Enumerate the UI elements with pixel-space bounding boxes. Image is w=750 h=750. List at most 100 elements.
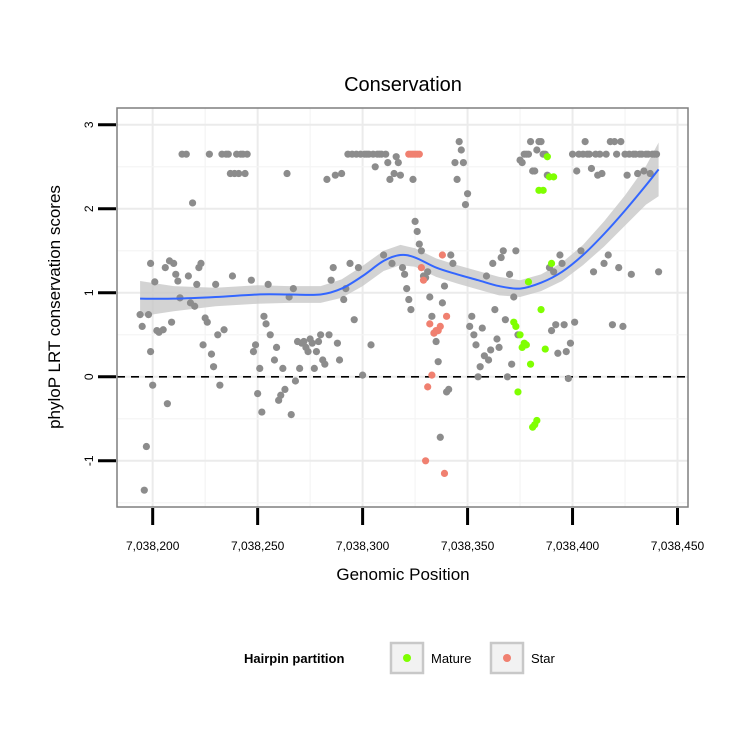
x-tick-label: 7,038,450 (651, 539, 705, 553)
data-point (260, 312, 268, 320)
chart-title: Conservation (344, 74, 462, 96)
data-point (283, 169, 291, 178)
data-point (434, 358, 442, 366)
data-point (470, 331, 478, 339)
data-point (421, 457, 430, 465)
data-point (327, 276, 335, 284)
data-point (407, 306, 415, 314)
data-point (478, 324, 486, 332)
data-point (573, 167, 581, 175)
data-point (451, 159, 459, 167)
data-point (289, 285, 297, 293)
data-point (640, 167, 648, 175)
data-point (388, 259, 396, 267)
data-point (537, 138, 545, 146)
data-point (140, 486, 148, 494)
data-point (331, 171, 339, 179)
data-point (438, 251, 446, 259)
data-point (459, 159, 467, 167)
data-point (193, 280, 201, 288)
data-point (514, 388, 522, 396)
plot-panel (116, 107, 689, 508)
legend-marker-star (503, 654, 511, 662)
data-point (493, 335, 501, 343)
data-point (220, 326, 228, 334)
data-point (518, 159, 526, 167)
data-point (497, 253, 505, 262)
data-point (300, 337, 308, 346)
data-point (547, 259, 556, 267)
data-point (556, 251, 564, 259)
data-point (550, 173, 558, 181)
legend-entry-star: Star (489, 641, 556, 675)
data-point (655, 268, 663, 276)
data-point (209, 363, 218, 371)
data-point (505, 270, 514, 278)
data-point (308, 339, 316, 347)
data-point (503, 373, 512, 381)
data-point (256, 364, 264, 372)
data-point (174, 277, 182, 285)
data-point (613, 150, 621, 158)
data-point (182, 150, 190, 158)
x-tick-label: 7,038,350 (441, 539, 495, 553)
legend-title: Hairpin partition (244, 651, 344, 666)
data-point (417, 264, 425, 272)
data-point (449, 259, 457, 267)
data-point (568, 150, 577, 158)
panel-border (116, 107, 689, 508)
data-point (438, 299, 446, 307)
data-point (188, 199, 197, 207)
data-point (562, 348, 570, 356)
data-point (424, 383, 432, 391)
data-point (468, 312, 476, 320)
data-point (426, 320, 434, 328)
data-point (172, 270, 180, 278)
data-point (482, 272, 491, 280)
data-point (619, 322, 627, 330)
data-point (167, 318, 176, 326)
data-point (596, 150, 604, 158)
data-point (524, 278, 533, 286)
data-point (531, 167, 539, 175)
y-axis-title: phyloP LRT conservation scores (45, 185, 64, 429)
y-axis: -1 0 1 2 3 (82, 121, 116, 466)
data-point (495, 343, 503, 351)
data-point (533, 146, 541, 154)
data-point (191, 302, 199, 310)
data-point (428, 312, 436, 320)
data-point (205, 150, 213, 158)
data-point (398, 264, 407, 272)
data-point (136, 311, 144, 319)
data-point (474, 373, 482, 381)
data-point (403, 285, 411, 293)
data-point (382, 150, 390, 158)
data-point (566, 339, 575, 347)
data-point (537, 306, 545, 314)
data-point (524, 150, 533, 158)
data-point (281, 385, 289, 393)
data-point (489, 259, 497, 267)
data-point (447, 251, 455, 259)
x-axis-title: Genomic Position (336, 565, 469, 584)
data-point (264, 280, 272, 288)
data-point (224, 150, 232, 158)
data-point (461, 201, 470, 209)
data-point (436, 322, 444, 330)
data-point (522, 341, 530, 349)
data-point (243, 150, 251, 158)
data-point (442, 312, 451, 320)
data-point (445, 385, 453, 393)
data-point (212, 280, 220, 288)
data-point (617, 138, 625, 146)
data-point (499, 247, 507, 255)
data-point (203, 318, 211, 326)
data-point (558, 259, 566, 267)
data-point (415, 150, 423, 158)
data-point (484, 356, 493, 364)
data-point (512, 322, 520, 330)
data-point (516, 331, 524, 339)
data-point (539, 186, 547, 194)
legend: Hairpin partition Mature Star (244, 641, 556, 675)
